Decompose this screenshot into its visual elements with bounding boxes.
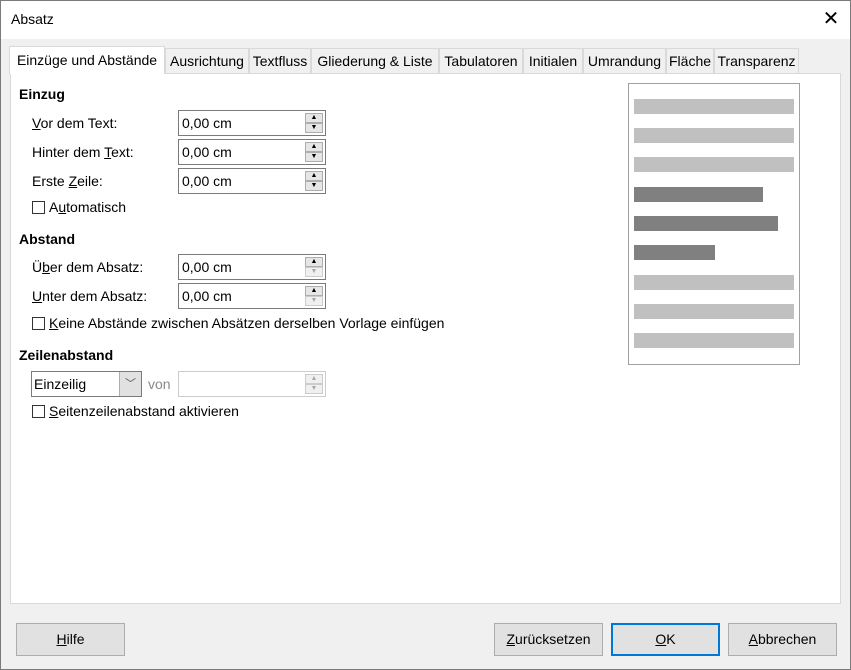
below-paragraph-label: Unter dem Absatz:: [32, 288, 148, 304]
tab-tabulatoren[interactable]: Tabulatoren: [439, 48, 523, 74]
tab-textfluss[interactable]: Textfluss: [249, 48, 311, 74]
preview-line: [634, 275, 794, 290]
after-text-value[interactable]: 0,00 cm: [182, 144, 232, 160]
before-text-label: Vor dem Text:: [32, 115, 118, 131]
spin-down-icon: ▼: [305, 296, 323, 306]
tab-umrandung[interactable]: Umrandung: [583, 48, 666, 74]
title-bar: [1, 1, 850, 39]
reset-button[interactable]: Zurücksetzen: [494, 623, 603, 656]
no-space-checkbox[interactable]: Keine Abstände zwischen Absätzen derselb…: [32, 315, 444, 331]
spin-up-icon: ▲: [305, 374, 323, 384]
above-paragraph-value[interactable]: 0,00 cm: [182, 259, 232, 275]
checkbox-icon[interactable]: [32, 404, 45, 418]
close-icon[interactable]: ✕: [822, 8, 840, 30]
tab-initialen[interactable]: Initialen: [523, 48, 583, 74]
paragraph-preview: [628, 83, 800, 365]
indent-heading: Einzug: [19, 86, 65, 102]
preview-line: [634, 99, 794, 114]
preview-line-current: [634, 245, 715, 260]
automatic-label: Automatisch: [49, 199, 127, 215]
below-paragraph-value[interactable]: 0,00 cm: [182, 288, 232, 304]
window-title: Absatz: [11, 11, 54, 27]
spacing-heading: Abstand: [19, 231, 75, 247]
first-line-spinbox[interactable]: 0,00 cm ▲ ▼: [178, 168, 326, 194]
register-true-checkbox[interactable]: Seitenzeilenabstand aktivieren: [32, 403, 239, 419]
cancel-button[interactable]: Abbrechen: [728, 623, 837, 656]
spin-down-icon[interactable]: ▼: [305, 181, 323, 191]
automatic-checkbox[interactable]: Automatisch: [32, 199, 126, 215]
tab-einzuege-und-abstaende[interactable]: Einzüge und Abstände: [9, 46, 165, 74]
above-paragraph-spinbox[interactable]: 0,00 cm ▲ ▼: [178, 254, 326, 280]
spin-up-icon[interactable]: ▲: [305, 286, 323, 296]
tab-gliederung-liste[interactable]: Gliederung & Liste: [311, 48, 439, 74]
line-spacing-value: Einzeilig: [34, 376, 87, 392]
preview-line-current: [634, 187, 763, 202]
register-true-label: Seitenzeilenabstand aktivieren: [49, 403, 239, 419]
after-text-label: Hinter dem Text:: [32, 144, 134, 160]
of-spinbox: ▲ ▼: [178, 371, 326, 397]
spin-up-icon[interactable]: ▲: [305, 142, 323, 152]
spin-down-icon[interactable]: ▼: [305, 152, 323, 162]
first-line-value[interactable]: 0,00 cm: [182, 173, 232, 189]
preview-line-current: [634, 216, 778, 231]
preview-line: [634, 304, 794, 319]
spin-down-icon: ▼: [305, 267, 323, 277]
spin-up-icon[interactable]: ▲: [305, 257, 323, 267]
tab-ausrichtung[interactable]: Ausrichtung: [165, 48, 249, 74]
spin-up-icon[interactable]: ▲: [305, 113, 323, 123]
ok-button[interactable]: OK: [611, 623, 720, 656]
below-paragraph-spinbox[interactable]: 0,00 cm ▲ ▼: [178, 283, 326, 309]
checkbox-icon[interactable]: [32, 316, 45, 330]
first-line-label: Erste Zeile:: [32, 173, 103, 189]
tab-transparenz[interactable]: Transparenz: [714, 48, 799, 74]
spin-up-icon[interactable]: ▲: [305, 171, 323, 181]
chevron-down-icon[interactable]: ﹀: [119, 372, 141, 396]
help-button[interactable]: Hilfe: [16, 623, 125, 656]
before-text-spinbox[interactable]: 0,00 cm ▲ ▼: [178, 110, 326, 136]
tab-flaeche[interactable]: Fläche: [666, 48, 714, 74]
spin-down-icon: ▼: [305, 384, 323, 394]
before-text-value[interactable]: 0,00 cm: [182, 115, 232, 131]
line-spacing-heading: Zeilenabstand: [19, 347, 114, 363]
line-spacing-select[interactable]: Einzeilig ﹀: [31, 371, 142, 397]
preview-line: [634, 157, 794, 172]
checkbox-icon[interactable]: [32, 200, 45, 214]
above-paragraph-label: Über dem Absatz:: [32, 259, 144, 275]
spin-down-icon[interactable]: ▼: [305, 123, 323, 133]
after-text-spinbox[interactable]: 0,00 cm ▲ ▼: [178, 139, 326, 165]
no-space-label: Keine Abstände zwischen Absätzen derselb…: [49, 315, 445, 331]
preview-line: [634, 333, 794, 348]
preview-line: [634, 128, 794, 143]
of-label: von: [148, 376, 171, 392]
